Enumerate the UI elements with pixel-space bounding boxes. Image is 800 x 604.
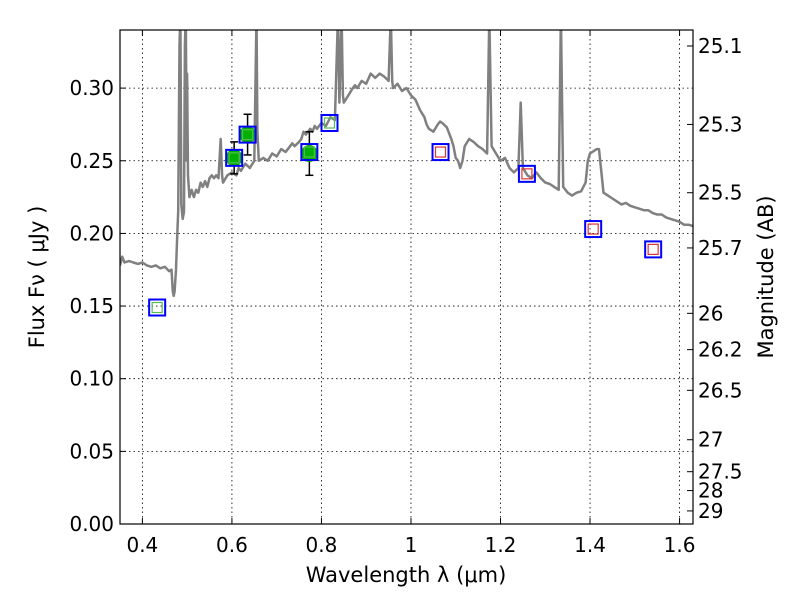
- synthetic-point: [644, 240, 663, 259]
- right-tick-label: 25.3: [698, 112, 743, 136]
- model-spectrum-line: [120, 30, 693, 298]
- right-tick-label: 28: [698, 479, 723, 503]
- right-tick-label: 26.5: [698, 378, 743, 402]
- plot-frame: [119, 29, 694, 525]
- x-axis-label: Wavelength λ (μm): [306, 563, 507, 587]
- x-axis-ticks: 0.4 0.6 0.8 1 1.2 1.4 1.6: [126, 30, 695, 557]
- measured-point: [225, 149, 243, 167]
- synthetic-point: [517, 164, 536, 183]
- x-tick-label: 1.2: [485, 533, 517, 557]
- x-tick-label: 1: [405, 533, 418, 557]
- y-tick-label: 0.00: [69, 512, 114, 536]
- synthetic-point: [300, 143, 319, 162]
- grid: [120, 30, 693, 525]
- right-tick-label: 27.5: [698, 460, 743, 484]
- y-tick-label: 0.15: [69, 294, 114, 318]
- synthetic-point-inner: [521, 168, 533, 180]
- synthetic-photometry-points: [148, 113, 663, 317]
- y-tick-label: 0.10: [69, 367, 114, 391]
- synthetic-point-inner: [323, 117, 336, 129]
- synthetic-point-inner: [151, 301, 163, 314]
- x-tick-label: 1.6: [664, 533, 696, 557]
- y-axis-label: Flux Fν ( μJy ): [25, 206, 49, 349]
- synthetic-point-inner: [587, 223, 599, 235]
- measured-point: [239, 126, 257, 144]
- synthetic-point: [225, 148, 244, 167]
- synthetic-point: [320, 113, 339, 132]
- y-axis-ticks: 0.00 0.05 0.10 0.15 0.20 0.25 0.30: [69, 76, 126, 536]
- right-tick-label: 25.5: [698, 181, 743, 205]
- synthetic-point: [238, 125, 257, 144]
- right-tick-label: 25.1: [698, 34, 743, 58]
- synthetic-point: [584, 220, 603, 239]
- right-axis-label: Magnitude (AB): [754, 195, 778, 358]
- x-tick-label: 0.6: [216, 533, 248, 557]
- synthetic-point-inner: [228, 152, 240, 164]
- right-tick-label: 27: [698, 428, 723, 452]
- synthetic-point-inner: [434, 146, 447, 158]
- y-tick-label: 0.25: [69, 149, 114, 173]
- x-tick-label: 1.4: [574, 533, 606, 557]
- x-tick-label: 0.8: [306, 533, 338, 557]
- right-tick-label: 26: [698, 301, 723, 325]
- right-tick-label: 29: [698, 499, 723, 523]
- right-tick-label: 26.2: [698, 338, 743, 362]
- synthetic-point: [431, 143, 450, 162]
- synthetic-point: [148, 298, 167, 317]
- synthetic-point-inner: [241, 129, 254, 141]
- x-tick-label: 0.4: [126, 533, 158, 557]
- right-tick-label: 25.7: [698, 236, 743, 260]
- synthetic-point-inner: [303, 146, 315, 158]
- y-tick-label: 0.05: [69, 439, 114, 463]
- y-tick-label: 0.20: [69, 221, 114, 245]
- y-tick-label: 0.30: [69, 76, 114, 100]
- synthetic-point-inner: [647, 243, 659, 255]
